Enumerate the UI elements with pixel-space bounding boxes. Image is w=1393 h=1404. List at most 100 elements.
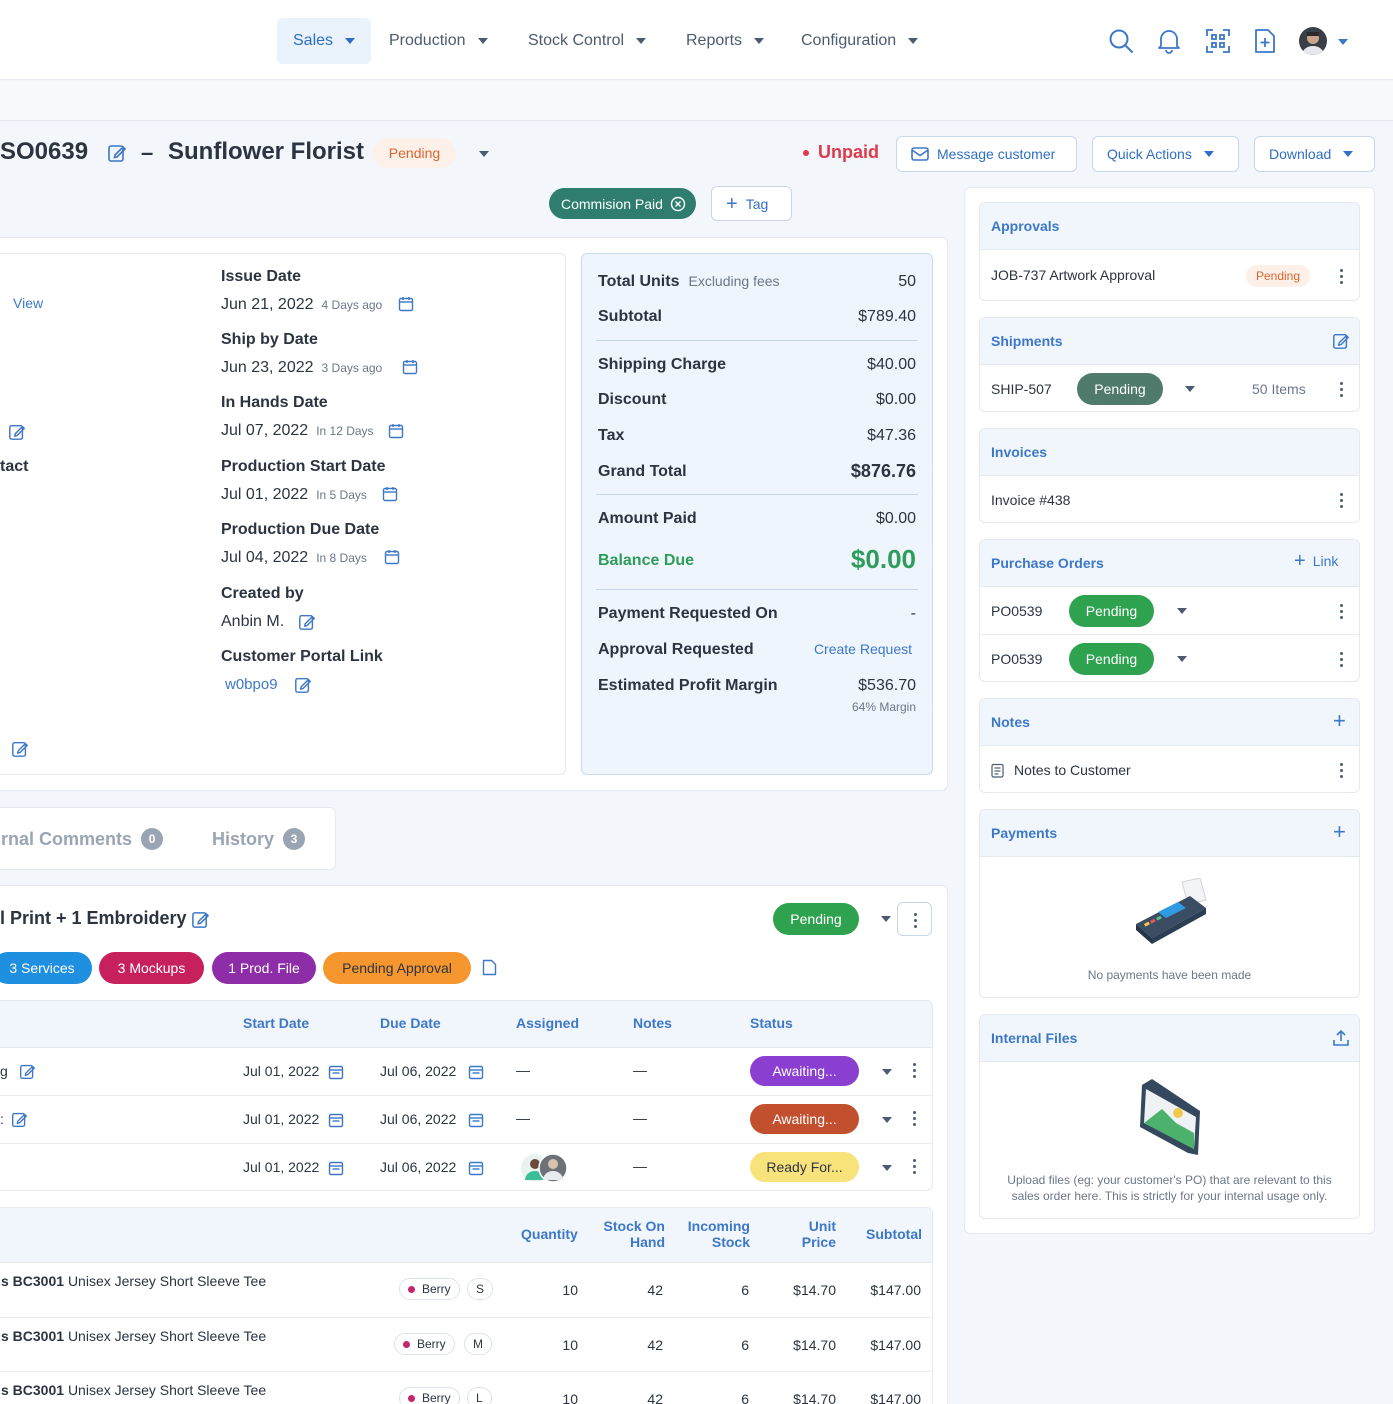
approval-row[interactable]: JOB-737 Artwork Approval xyxy=(980,251,1359,299)
job-status-badge[interactable]: Pending xyxy=(773,903,859,935)
invoice-row[interactable]: Invoice #438 xyxy=(980,476,1359,524)
assignee-avatars[interactable] xyxy=(521,1152,569,1184)
nav-configuration[interactable]: Configuration xyxy=(785,18,934,64)
nav-production[interactable]: Production xyxy=(373,18,504,64)
avatar[interactable] xyxy=(1299,27,1327,55)
pending-approval-badge[interactable]: Pending Approval xyxy=(323,952,471,984)
search-icon[interactable] xyxy=(1108,28,1134,54)
calendar-icon[interactable] xyxy=(328,1112,344,1128)
chevron-down-icon[interactable] xyxy=(1185,386,1195,392)
download-button[interactable]: Download xyxy=(1254,136,1375,172)
task-status-badge[interactable]: Awaiting... xyxy=(750,1056,859,1086)
link-po-button[interactable]: + Link xyxy=(1294,551,1338,571)
edit-icon[interactable] xyxy=(11,740,29,758)
chevron-down-icon[interactable] xyxy=(1177,608,1187,614)
qr-scan-icon[interactable] xyxy=(1205,28,1231,54)
more-vertical-icon[interactable] xyxy=(912,1063,916,1078)
prod-file-badge[interactable]: 1 Prod. File xyxy=(212,952,316,984)
table-row[interactable]: s BC3001 Unisex Jersey Short Sleeve Tee … xyxy=(0,1263,932,1318)
new-document-icon[interactable] xyxy=(1254,28,1276,54)
status-dot xyxy=(803,149,809,156)
profit-margin-hint: 64% Margin xyxy=(851,700,916,714)
remove-tag-icon[interactable] xyxy=(670,196,686,212)
table-row[interactable]: Jul 01, 2022 Jul 06, 2022 — Ready For... xyxy=(0,1144,932,1191)
calendar-icon[interactable] xyxy=(468,1160,484,1176)
calendar-icon[interactable] xyxy=(384,549,400,565)
chevron-down-icon[interactable] xyxy=(882,1117,892,1123)
portal-link[interactable]: w0bpo9 xyxy=(225,676,278,693)
calendar-icon[interactable] xyxy=(398,296,414,312)
table-row[interactable]: s BC3001 Unisex Jersey Short Sleeve Tee … xyxy=(0,1318,932,1372)
edit-icon[interactable] xyxy=(298,613,316,631)
calendar-icon[interactable] xyxy=(402,359,418,375)
add-payment-icon[interactable]: + xyxy=(1333,819,1346,844)
approval-status-badge[interactable]: Pending xyxy=(1246,265,1310,287)
message-customer-button[interactable]: Message customer xyxy=(896,136,1077,172)
more-vertical-icon[interactable] xyxy=(912,1111,916,1126)
chevron-down-icon[interactable] xyxy=(882,1069,892,1075)
task-notes: — xyxy=(633,1158,647,1174)
more-vertical-icon[interactable] xyxy=(1339,604,1343,619)
tag-commission-paid[interactable]: Commision Paid xyxy=(549,188,696,219)
tab-history[interactable]: History 3 xyxy=(212,828,306,850)
services-badge[interactable]: 3 Services xyxy=(0,952,92,984)
calendar-icon[interactable] xyxy=(328,1160,344,1176)
table-row[interactable]: s BC3001 Unisex Jersey Short Sleeve Tee … xyxy=(0,1372,932,1404)
calendar-icon[interactable] xyxy=(382,486,398,502)
add-note-icon[interactable]: + xyxy=(1333,708,1346,733)
note-row[interactable]: Notes to Customer xyxy=(980,746,1359,794)
chevron-down-icon[interactable] xyxy=(1177,656,1187,662)
edit-icon[interactable] xyxy=(107,143,127,163)
task-due-date: Jul 06, 2022 xyxy=(380,1063,457,1079)
po-row[interactable]: PO0539 xyxy=(980,587,1359,635)
approval-item-label: JOB-737 Artwork Approval xyxy=(991,267,1156,283)
more-vertical-icon[interactable] xyxy=(1339,763,1343,778)
task-due-date: Jul 06, 2022 xyxy=(380,1111,457,1127)
table-row[interactable]: g Jul 01, 2022 Jul 06, 2022 — — Awaiting… xyxy=(0,1048,932,1096)
more-vertical-icon[interactable] xyxy=(1339,652,1343,667)
chevron-down-icon[interactable] xyxy=(882,1165,892,1171)
po-status-badge[interactable]: Pending xyxy=(1069,643,1154,675)
edit-icon[interactable] xyxy=(191,910,210,929)
more-vertical-icon[interactable] xyxy=(912,1159,916,1174)
po-status-badge[interactable]: Pending xyxy=(1069,595,1154,627)
calendar-icon[interactable] xyxy=(468,1064,484,1080)
document-icon[interactable] xyxy=(482,959,497,976)
edit-icon[interactable] xyxy=(19,1063,36,1080)
mail-icon xyxy=(911,147,929,161)
edit-icon[interactable] xyxy=(11,1111,28,1128)
shipment-row[interactable]: SHIP-507 xyxy=(980,365,1359,413)
more-vertical-icon[interactable] xyxy=(1339,269,1343,284)
edit-icon[interactable] xyxy=(8,423,26,441)
calendar-icon[interactable] xyxy=(468,1112,484,1128)
job-more-button[interactable] xyxy=(897,902,932,936)
chevron-down-icon[interactable] xyxy=(479,151,489,157)
nav-sales[interactable]: Sales xyxy=(277,18,372,64)
order-status-badge[interactable]: Pending xyxy=(373,138,456,168)
nav-stock-control[interactable]: Stock Control xyxy=(512,18,662,64)
nav-reports[interactable]: Reports xyxy=(670,18,780,64)
chevron-down-icon[interactable] xyxy=(1338,39,1348,45)
task-status-badge[interactable]: Awaiting... xyxy=(750,1104,859,1134)
calendar-icon[interactable] xyxy=(328,1064,344,1080)
bell-icon[interactable] xyxy=(1157,28,1181,54)
tab-internal-comments[interactable]: rnal Comments 0 xyxy=(1,828,164,850)
more-vertical-icon[interactable] xyxy=(1339,382,1343,397)
calendar-icon[interactable] xyxy=(388,423,404,439)
more-vertical-icon[interactable] xyxy=(1339,493,1343,508)
chevron-down-icon[interactable] xyxy=(881,916,891,922)
item-quantity: 10 xyxy=(562,1391,578,1404)
view-link[interactable]: View xyxy=(13,295,44,311)
task-status-badge[interactable]: Ready For... xyxy=(750,1152,859,1182)
mockups-badge[interactable]: 3 Mockups xyxy=(99,952,204,984)
upload-icon[interactable] xyxy=(1332,1029,1350,1047)
edit-icon[interactable] xyxy=(294,676,312,694)
create-request-link[interactable]: Create Request xyxy=(813,641,912,657)
production-start-value: Jul 01, 2022 xyxy=(221,486,309,503)
quick-actions-button[interactable]: Quick Actions xyxy=(1092,136,1239,172)
table-row[interactable]: : Jul 01, 2022 Jul 06, 2022 — — Awaiting… xyxy=(0,1096,932,1144)
shipment-status-badge[interactable]: Pending xyxy=(1077,373,1163,405)
edit-icon[interactable] xyxy=(1332,332,1350,350)
po-row[interactable]: PO0539 xyxy=(980,635,1359,683)
add-tag-button[interactable]: + Tag xyxy=(711,186,792,221)
